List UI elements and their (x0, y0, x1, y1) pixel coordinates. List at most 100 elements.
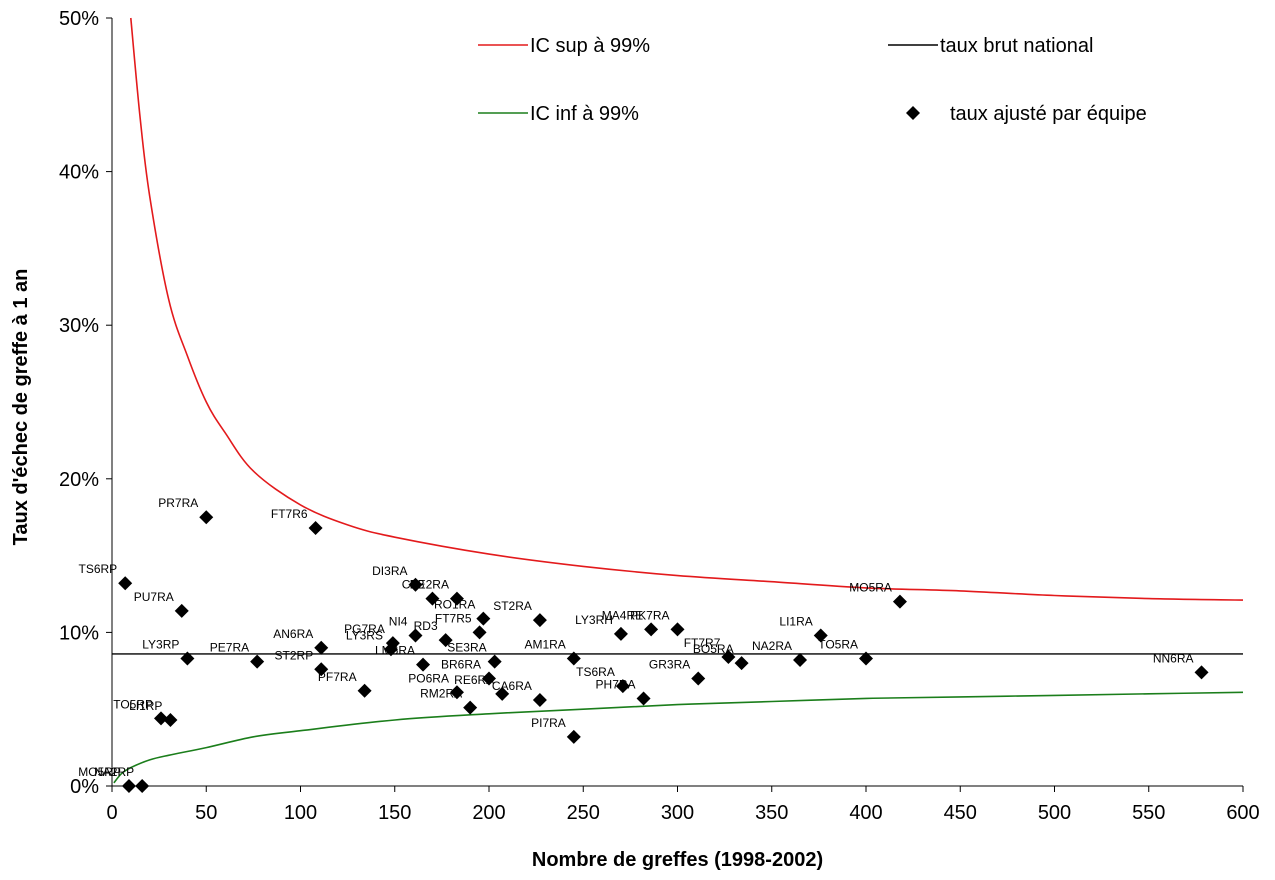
x-axis-title: Nombre de greffes (1998-2002) (532, 849, 823, 871)
team-point-label: PU7RA (134, 590, 174, 604)
team-point-label: BE2RA (410, 578, 449, 592)
team-point (174, 603, 189, 618)
team-point (408, 577, 423, 592)
team-point-label: NA2RP (94, 765, 134, 779)
team-point-label: TO5RA (818, 638, 858, 652)
legend-label: taux brut national (940, 35, 1093, 57)
x-tick-label: 550 (1132, 802, 1165, 824)
team-point (615, 679, 630, 694)
x-tick-label: 150 (378, 802, 411, 824)
team-point (532, 692, 547, 707)
team-point-label: PR7RA (158, 496, 198, 510)
legend: IC sup à 99% taux brut national IC inf à 9… (478, 35, 1147, 125)
team-point (163, 712, 178, 727)
team-point (721, 649, 736, 664)
team-point (449, 685, 464, 700)
y-tick-label: 20% (59, 469, 99, 491)
team-point-label: CF3 (402, 578, 425, 592)
team-point (613, 626, 628, 641)
x-tick-label: 300 (661, 802, 694, 824)
team-point-label: FT7R7 (684, 636, 721, 650)
team-point (691, 671, 706, 686)
team-point (314, 662, 329, 677)
team-point-label: TS6RA (576, 665, 615, 679)
y-axis-title: Taux d'échec de greffe à 1 an (10, 269, 32, 546)
team-point-label: FT7R5 (435, 611, 472, 625)
team-point (532, 613, 547, 628)
ic-sup-layer (130, 17, 1244, 601)
team-point-label: RE6RA (454, 673, 494, 687)
team-point-label: PI7RA (531, 716, 566, 730)
team-point-label: AN6RA (273, 627, 313, 641)
y-tick-label: 30% (59, 315, 99, 337)
x-tick-label: 250 (567, 802, 600, 824)
team-point (118, 576, 133, 591)
team-point-label: CA6RA (492, 679, 532, 693)
legend-item: IC inf à 99% (478, 103, 639, 125)
team-point-label: NA2RA (752, 639, 792, 653)
team-point-label: RD3 (414, 619, 438, 633)
team-point (314, 640, 329, 655)
team-point-label: PF7RA (318, 670, 357, 684)
team-point-label: BR6RA (441, 657, 481, 671)
team-point-label: TO5RP (113, 697, 153, 711)
team-point (636, 691, 651, 706)
team-point (670, 622, 685, 637)
team-point-label: LY3RH (575, 613, 613, 627)
team-point (487, 654, 502, 669)
team-point-label: LI1RP (129, 699, 162, 713)
team-point (416, 657, 431, 672)
team-point (472, 625, 487, 640)
team-point (408, 628, 423, 643)
team-point-label: PE7RA (210, 641, 249, 655)
ic-inf-layer (113, 691, 1244, 784)
team-point (308, 520, 323, 535)
team-point-label: PG7RA (344, 622, 385, 636)
team-point-label: LY3RP (142, 638, 179, 652)
team-point (425, 591, 440, 606)
team-point-label: ST2RA (493, 599, 532, 613)
team-point (449, 591, 464, 606)
team-point (734, 656, 749, 671)
team-point (250, 654, 265, 669)
team-point-label: BO5RA (693, 642, 734, 656)
x-tick-label: 350 (755, 802, 788, 824)
y-tick-label: 50% (59, 8, 99, 30)
team-point (135, 779, 150, 793)
legend-label: IC sup à 99% (530, 35, 650, 57)
team-point-label: PK7RA (630, 608, 669, 622)
team-point-label: SE3RA (447, 641, 486, 655)
team-point (463, 700, 478, 715)
x-tick-label: 0 (106, 802, 117, 824)
team-point (644, 622, 659, 637)
legend-item: IC sup à 99% (478, 35, 650, 57)
y-tick-label: 40% (59, 162, 99, 184)
team-point (859, 651, 873, 666)
legend-item: taux brut national (888, 35, 1093, 57)
y-tick-label: 0% (70, 776, 99, 798)
team-point-label: AM1RA (524, 638, 565, 652)
team-point-label: NN6RA (1153, 651, 1194, 665)
x-tick-label: 200 (472, 802, 505, 824)
team-point (154, 711, 169, 726)
team-point (566, 651, 581, 666)
team-point-label: ST2RP (275, 648, 314, 662)
team-point (793, 653, 808, 668)
team-point (357, 683, 372, 698)
team-point-label: LI1RA (779, 614, 812, 628)
team-point-label: NI4 (389, 614, 408, 628)
team-point (892, 594, 907, 609)
team-point (566, 729, 581, 744)
team-point-label: MA4RE (602, 608, 643, 622)
x-tick-label: 500 (1038, 802, 1071, 824)
team-point-label: LY3RS (346, 628, 383, 642)
legend-label: taux ajusté par équipe (950, 103, 1147, 125)
x-tick-label: 100 (284, 802, 317, 824)
legend-diamond (906, 106, 920, 120)
ic-inf-curve (113, 691, 1244, 784)
ic-sup-curve (130, 17, 1244, 601)
points-layer (118, 510, 1209, 793)
team-point (180, 651, 195, 666)
